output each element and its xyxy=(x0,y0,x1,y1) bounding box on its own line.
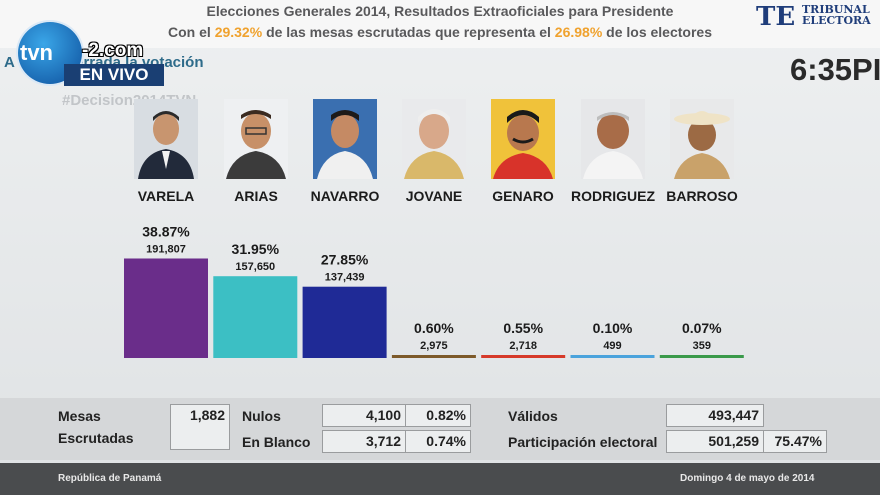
candidate-name-navarro: NAVARRO xyxy=(310,188,380,204)
tvn-logo-text: tvn xyxy=(20,40,53,65)
percent-label-varela: 38.87% xyxy=(142,223,190,239)
validos-value: 493,447 xyxy=(666,404,764,427)
portrait-icon xyxy=(670,99,734,179)
candidate-photo-genaro xyxy=(491,99,555,179)
portrait-icon xyxy=(402,99,466,179)
header-progress-line: Con el 29.32% de las mesas escrutadas qu… xyxy=(150,24,730,40)
header-line2-mid: de las mesas escrutadas que representa e… xyxy=(266,24,551,40)
header-line2-post: de los electores xyxy=(606,24,712,40)
portrait-icon xyxy=(581,99,645,179)
results-bar-chart: 38.87% 191,807 31.95% 157,650 27.85% 137,439 0… xyxy=(124,223,744,358)
percent-label-navarro: 27.85% xyxy=(321,252,369,268)
votes-label-rodriguez: 499 xyxy=(603,340,621,352)
participacion-label: Participación electoral xyxy=(508,434,658,450)
candidate-name-jovane: JOVANE xyxy=(405,188,463,204)
portrait-icon xyxy=(134,99,198,179)
percent-label-rodriguez: 0.10% xyxy=(593,320,633,336)
candidate-photo-navarro xyxy=(313,99,377,179)
blanco-percent: 0.74% xyxy=(405,430,471,453)
percent-label-arias: 31.95% xyxy=(232,241,280,257)
candidate-name-varela: VARELA xyxy=(137,188,195,204)
nulos-label: Nulos xyxy=(242,408,281,424)
votes-label-genaro: 2,718 xyxy=(509,340,537,352)
candidate-name-rodriguez: RODRIGUEZ xyxy=(571,188,655,204)
header-line2-pre: Con el xyxy=(168,24,211,40)
votes-label-navarro: 137,439 xyxy=(325,272,365,284)
nulos-percent: 0.82% xyxy=(405,404,471,427)
footer-date: Domingo 4 de mayo de 2014 xyxy=(680,473,815,484)
bar-barroso xyxy=(659,355,744,358)
portrait-icon xyxy=(491,99,555,179)
percent-label-jovane: 0.60% xyxy=(414,320,454,336)
candidate-name-genaro: GENARO xyxy=(492,188,554,204)
bar-varela xyxy=(124,258,208,358)
escrutadas-label: Escrutadas xyxy=(58,430,134,446)
candidate-name-barroso: BARROSO xyxy=(666,188,738,204)
bar-genaro xyxy=(481,355,566,358)
candidate-name-arias: ARIAS xyxy=(234,188,278,204)
header-title: Elecciones Generales 2014, Resultados Ex… xyxy=(206,3,674,19)
blanco-label: En Blanco xyxy=(242,434,311,450)
candidate-photo-arias xyxy=(224,99,288,179)
nulos-value: 4,100 xyxy=(322,404,406,427)
votes-label-varela: 191,807 xyxy=(146,243,186,255)
mesas-percent: 29.32% xyxy=(214,24,263,40)
mesas-value: 1,882 xyxy=(170,404,230,450)
portrait-icon xyxy=(224,99,288,179)
votes-label-arias: 157,650 xyxy=(235,261,275,273)
bar-rodriguez xyxy=(570,355,655,358)
bar-jovane xyxy=(391,355,476,358)
tribunal-electoral-logo: TE TRIBUNAL ELECTORA xyxy=(756,2,880,32)
validos-label: Válidos xyxy=(508,408,558,424)
electores-percent: 26.98% xyxy=(554,24,603,40)
footer-country: República de Panamá xyxy=(58,473,162,484)
bar-arias xyxy=(213,276,298,358)
votes-label-jovane: 2,975 xyxy=(420,340,448,352)
mesas-label: Mesas xyxy=(58,408,101,424)
portrait-icon xyxy=(313,99,377,179)
bar-navarro xyxy=(302,286,387,358)
percent-label-barroso: 0.07% xyxy=(682,320,722,336)
te-logo-mark: TE xyxy=(756,2,796,32)
live-badge: EN VIVO xyxy=(64,64,164,86)
candidate-photo-jovane xyxy=(402,99,466,179)
blanco-value: 3,712 xyxy=(322,430,406,453)
votes-label-barroso: 359 xyxy=(693,340,711,352)
tvn-logo-suffix: -2.com xyxy=(82,40,144,61)
footer-bar: República de Panamá Domingo 4 de mayo de… xyxy=(0,463,880,495)
participacion-value: 501,259 xyxy=(666,430,764,453)
te-logo-text: TRIBUNAL ELECTORA xyxy=(802,4,871,26)
candidate-photo-varela xyxy=(134,99,198,179)
clock: 6:35PI xyxy=(790,52,880,87)
te-logo-text-2: ELECTORA xyxy=(802,14,871,27)
candidate-photo-rodriguez xyxy=(581,99,645,179)
percent-label-genaro: 0.55% xyxy=(503,320,543,336)
te-logo-text-1: TRIBUNAL xyxy=(802,3,870,16)
candidate-photo-barroso xyxy=(670,99,734,179)
participacion-percent: 75.47% xyxy=(763,430,827,453)
results-header: Elecciones Generales 2014, Resultados Ex… xyxy=(0,0,880,48)
